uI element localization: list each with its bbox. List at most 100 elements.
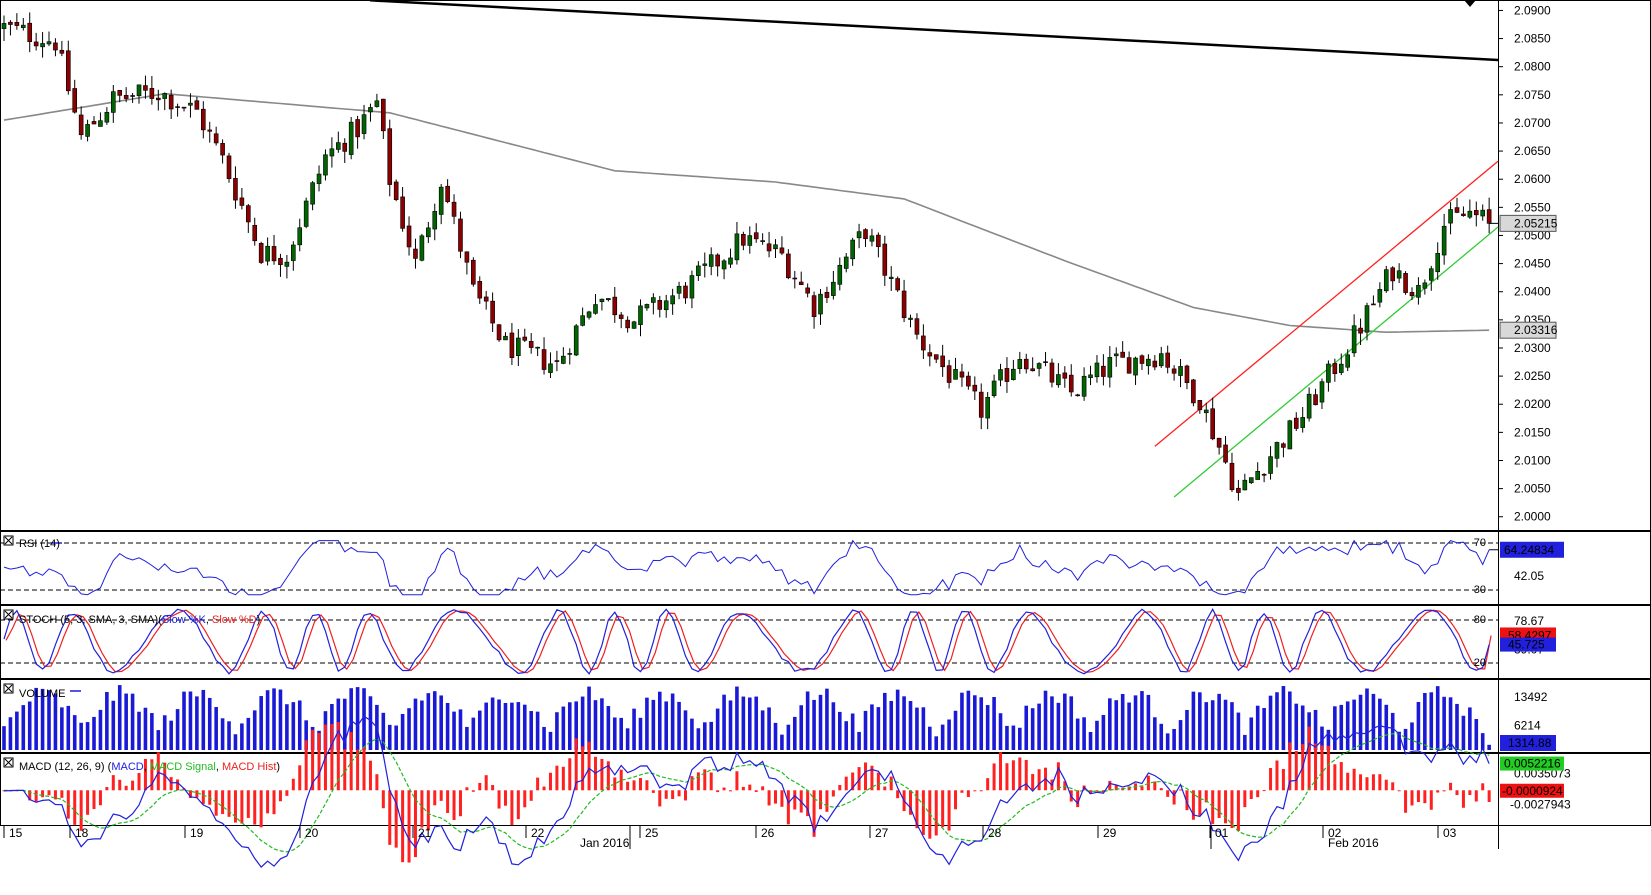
volume-bar	[535, 711, 540, 750]
volume-bar	[561, 706, 566, 750]
volume-bar	[497, 699, 501, 750]
volume-bar	[66, 705, 71, 750]
volume-bar	[651, 699, 656, 750]
volume-bar	[1063, 693, 1067, 750]
day-label: 19	[190, 826, 204, 840]
candle-body	[310, 182, 315, 205]
macd-hist-bar	[986, 778, 990, 791]
candle-body	[1216, 437, 1222, 448]
macd-hist-bar	[1461, 790, 1465, 808]
day-label: 22	[531, 826, 545, 840]
volume-bar	[355, 687, 360, 750]
candle-body	[72, 88, 78, 113]
volume-bar	[458, 709, 463, 750]
volume-bar	[1159, 723, 1164, 750]
macd-hist-bar	[806, 790, 810, 817]
volume-bar	[709, 721, 714, 750]
volume-bar	[895, 689, 900, 750]
candle-body	[458, 218, 463, 252]
volume-bar	[670, 693, 675, 750]
macd-hist-bar	[1371, 774, 1375, 791]
candle-body	[426, 227, 431, 238]
candle-body	[85, 124, 90, 137]
candle-body	[445, 185, 450, 203]
macd-hist-bar	[484, 775, 488, 791]
macd-hist-bar	[1179, 789, 1183, 791]
volume-bar	[522, 704, 527, 750]
volume-bar	[837, 711, 842, 750]
day-label: 28	[988, 826, 1002, 840]
volume-bar	[259, 696, 263, 750]
candle-body	[1088, 374, 1093, 379]
macd-hist-bar	[1243, 790, 1247, 808]
macd-hist-bar	[510, 790, 514, 826]
volume-bar	[1191, 691, 1196, 750]
candle-body	[432, 211, 438, 230]
stoch-k-line	[3, 608, 1490, 675]
candle-body	[876, 234, 881, 248]
volume-bar	[818, 694, 823, 750]
macd-hist-bar	[1474, 790, 1478, 802]
volume-bar	[227, 721, 231, 750]
macd-hist-bar	[176, 779, 180, 791]
candle-body	[213, 133, 219, 144]
volume-bar	[137, 711, 141, 750]
rsi-current-box	[1500, 541, 1564, 558]
candle-body	[156, 97, 161, 101]
candle-body	[220, 143, 225, 156]
candle-body	[741, 234, 746, 246]
macd-hist-bar	[606, 761, 610, 791]
volume-bar	[773, 722, 778, 750]
macd-hist-bar	[1365, 777, 1369, 791]
candle-body	[618, 314, 624, 319]
candle-body	[33, 41, 39, 47]
candle-body	[1184, 365, 1190, 383]
volume-bar	[510, 702, 514, 750]
day-label: 27	[875, 826, 889, 840]
candle-body	[117, 89, 123, 96]
macd-hist-bar	[876, 772, 880, 791]
volume-bar	[27, 701, 32, 750]
macd-hist-bar	[137, 773, 141, 791]
volume-bar	[600, 698, 604, 750]
candle-body	[1101, 365, 1106, 377]
volume-bar	[638, 717, 643, 750]
volume-bar	[246, 717, 251, 750]
macd-hist-bar	[1352, 768, 1356, 791]
candle-body	[1120, 351, 1125, 358]
volume-bar	[98, 709, 103, 750]
macd-hist-bar	[870, 765, 874, 791]
macd-hist-bar	[1011, 760, 1015, 791]
macd-hist-bar	[73, 790, 77, 825]
macd-hist-bar	[542, 786, 546, 791]
macd-hist-bar	[728, 790, 732, 792]
macd-hist-bar	[317, 733, 321, 791]
candle-body	[1377, 289, 1383, 303]
candle-body	[1075, 394, 1080, 397]
candle-body	[40, 43, 45, 48]
volume-bar	[1204, 702, 1209, 750]
macd-hist-bar	[201, 790, 205, 805]
candle-body	[1422, 282, 1428, 289]
volume-bar	[863, 710, 868, 750]
volume-bar	[1069, 696, 1074, 750]
volume-bar	[799, 705, 804, 750]
candle-body	[593, 304, 598, 314]
volume-bar	[677, 701, 681, 750]
candle-body	[972, 384, 978, 392]
volume-bar	[1146, 694, 1151, 750]
macd-hist-bar	[960, 790, 964, 793]
candle-body	[207, 129, 213, 132]
candle-body	[953, 369, 958, 380]
volume-bar	[342, 698, 347, 750]
price-tick-label: 2.0600	[1514, 172, 1551, 186]
stoch-k-box	[1500, 637, 1556, 652]
candle-body	[123, 95, 129, 99]
candle-body	[316, 173, 322, 184]
candle-body	[959, 371, 965, 378]
candle-body	[863, 229, 868, 240]
candle-body	[1319, 381, 1325, 403]
candle-body	[1, 23, 7, 29]
macd-hist-bar	[915, 790, 919, 829]
price-tick-label: 2.0000	[1514, 510, 1551, 524]
